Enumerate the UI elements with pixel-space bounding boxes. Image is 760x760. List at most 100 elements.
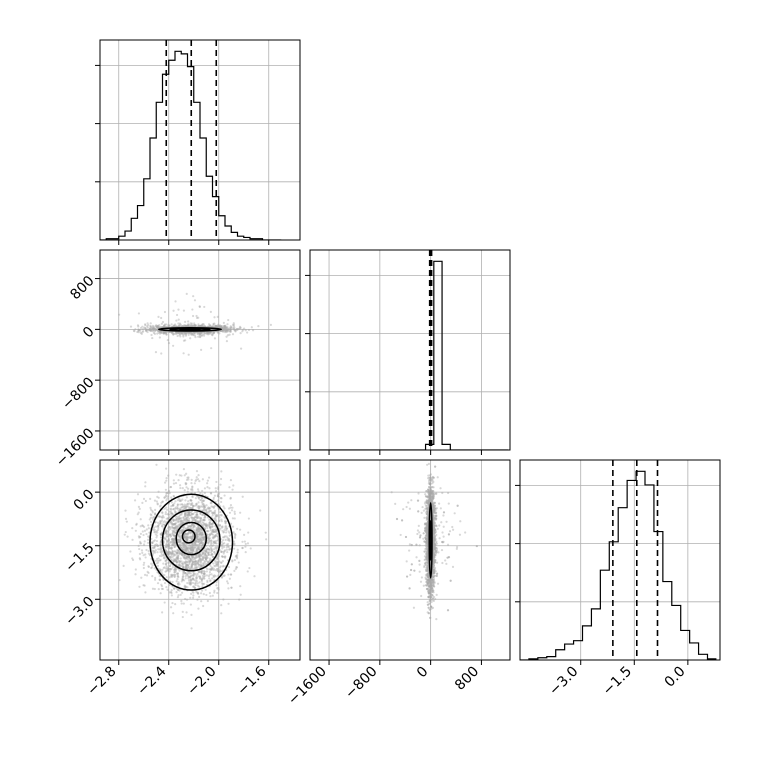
- x-tick-label: −3.0: [546, 664, 581, 699]
- sample-point: [199, 332, 202, 336]
- sample-point: [190, 525, 193, 528]
- sample-point: [173, 509, 177, 513]
- sample-point: [162, 324, 166, 327]
- sample-point: [169, 590, 173, 594]
- sample-point: [221, 525, 224, 528]
- sample-point: [188, 581, 191, 584]
- sample-point: [196, 537, 199, 541]
- sample-point: [205, 560, 209, 563]
- sample-point: [155, 536, 158, 539]
- sample-point: [208, 325, 211, 328]
- sample-point: [173, 545, 176, 548]
- sample-point: [200, 541, 203, 545]
- sample-point: [185, 567, 188, 570]
- sample-point: [190, 558, 193, 561]
- sample-point: [156, 325, 159, 328]
- sample-point: [164, 536, 167, 540]
- sample-point: [181, 332, 184, 336]
- sample-point: [239, 326, 242, 329]
- sample-point: [197, 324, 201, 327]
- sample-point: [192, 324, 195, 327]
- sample-point: [185, 547, 189, 550]
- sample-point: [155, 500, 158, 503]
- sample-point: [164, 495, 167, 498]
- sample-point: [217, 324, 221, 328]
- sample-point: [175, 473, 178, 476]
- sample-point: [209, 579, 212, 583]
- sample-point: [199, 531, 202, 535]
- sample-point: [161, 320, 165, 324]
- sample-point: [225, 326, 229, 329]
- sample-point: [192, 332, 195, 335]
- sample-point: [210, 330, 213, 334]
- sample-point: [174, 545, 177, 548]
- sample-point: [202, 533, 206, 537]
- sample-point: [195, 574, 198, 577]
- sample-point: [162, 332, 166, 335]
- sample-point: [212, 530, 215, 533]
- sample-point: [184, 339, 187, 342]
- sample-point: [196, 591, 200, 594]
- sample-point: [220, 561, 223, 564]
- sample-point: [214, 546, 217, 549]
- sample-point: [172, 333, 175, 336]
- sample-point: [210, 502, 213, 505]
- sample-point: [184, 546, 187, 549]
- sample-point: [207, 538, 210, 542]
- sample-point: [239, 585, 242, 588]
- sample-point: [197, 501, 200, 504]
- sample-point: [164, 532, 167, 535]
- sample-point: [217, 325, 220, 328]
- sample-point: [212, 568, 215, 571]
- sample-point: [193, 541, 197, 544]
- sample-point: [198, 542, 201, 546]
- sample-point: [231, 333, 235, 336]
- y-tick-label: −1.5: [62, 540, 97, 575]
- sample-point: [201, 541, 204, 545]
- sample-point: [182, 602, 185, 605]
- sample-point: [229, 330, 232, 333]
- sample-point: [171, 573, 174, 576]
- sample-point: [201, 533, 204, 536]
- sample-point: [167, 534, 170, 537]
- sample-point: [156, 503, 159, 506]
- sample-point: [198, 533, 202, 536]
- sample-point: [167, 552, 170, 555]
- sample-point: [169, 512, 173, 515]
- sample-point: [194, 539, 198, 543]
- sample-point: [169, 567, 172, 571]
- sample-point: [194, 519, 197, 522]
- sample-point: [168, 533, 171, 536]
- sample-point: [209, 491, 212, 495]
- sample-point: [167, 324, 170, 327]
- sample-point: [189, 544, 192, 548]
- sample-point: [225, 527, 228, 530]
- sample-point: [163, 557, 166, 560]
- sample-point: [133, 499, 137, 502]
- sample-point: [199, 336, 202, 339]
- sample-point: [204, 554, 207, 557]
- sample-point: [215, 520, 218, 523]
- sample-point: [165, 492, 168, 495]
- sample-point: [207, 540, 210, 543]
- sample-point: [147, 524, 150, 527]
- sample-point: [158, 578, 161, 581]
- sample-point: [190, 565, 193, 569]
- sample-point: [146, 326, 149, 329]
- sample-point: [442, 535, 445, 538]
- sample-point: [188, 332, 191, 335]
- sample-point: [197, 531, 200, 534]
- sample-point: [200, 331, 203, 335]
- sample-point: [197, 538, 200, 542]
- sample-point: [202, 572, 205, 575]
- sample-point: [207, 323, 211, 326]
- sample-point: [220, 514, 223, 517]
- sample-point: [269, 323, 273, 326]
- sample-point: [209, 331, 212, 334]
- sample-point: [215, 530, 218, 534]
- sample-point: [182, 566, 185, 569]
- sample-point: [264, 531, 267, 534]
- sample-point: [171, 580, 174, 584]
- sample-point: [206, 526, 209, 530]
- sample-point: [207, 537, 211, 540]
